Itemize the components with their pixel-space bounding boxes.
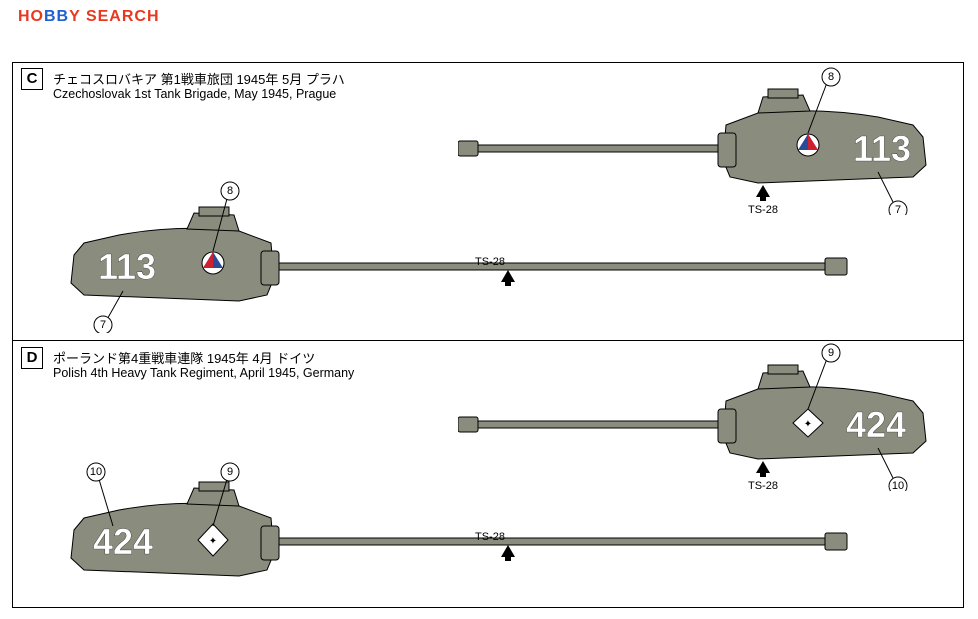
section-d-title-en: Polish 4th Heavy Tank Regiment, April 19… <box>53 366 354 380</box>
svg-text:10: 10 <box>892 480 904 491</box>
svg-text:9: 9 <box>828 347 834 359</box>
hull-number: 424 <box>93 521 153 562</box>
logo-part-3: Y SEARCH <box>69 8 159 25</box>
svg-text:✦: ✦ <box>209 536 217 547</box>
svg-text:8: 8 <box>828 71 834 83</box>
svg-text:9: 9 <box>227 466 233 478</box>
svg-text:7: 7 <box>100 319 106 331</box>
hull-number: 113 <box>98 246 156 287</box>
svg-text:7: 7 <box>895 204 901 215</box>
site-logo: HOBBY SEARCH <box>18 8 160 26</box>
tank-d-left-view: ✦ 424 10 9 TS-28 <box>43 448 863 608</box>
svg-text:8: 8 <box>227 185 233 197</box>
svg-text:✦: ✦ <box>804 419 812 430</box>
hull-number: 424 <box>846 404 906 445</box>
diagram-frame: C チェコスロバキア 第1戦車旅団 1945年 5月 プラハ Czechoslo… <box>12 62 964 608</box>
logo-part-2: BB <box>44 8 69 25</box>
tank-c-left-view: 113 8 7 TS-28 <box>43 173 863 333</box>
svg-text:TS-28: TS-28 <box>475 531 505 543</box>
section-c-title-jp: チェコスロバキア 第1戦車旅団 1945年 5月 プラハ <box>53 69 345 88</box>
svg-text:10: 10 <box>90 466 102 478</box>
section-d-title-jp: ポーランド第4重戦車連隊 1945年 4月 ドイツ <box>53 348 315 367</box>
hull-number: 113 <box>853 128 911 169</box>
svg-text:TS-28: TS-28 <box>475 256 505 268</box>
logo-part-1: HO <box>18 8 44 25</box>
section-label-c: C <box>21 68 43 90</box>
section-label-d: D <box>21 347 43 369</box>
section-c-title-en: Czechoslovak 1st Tank Brigade, May 1945,… <box>53 87 336 101</box>
